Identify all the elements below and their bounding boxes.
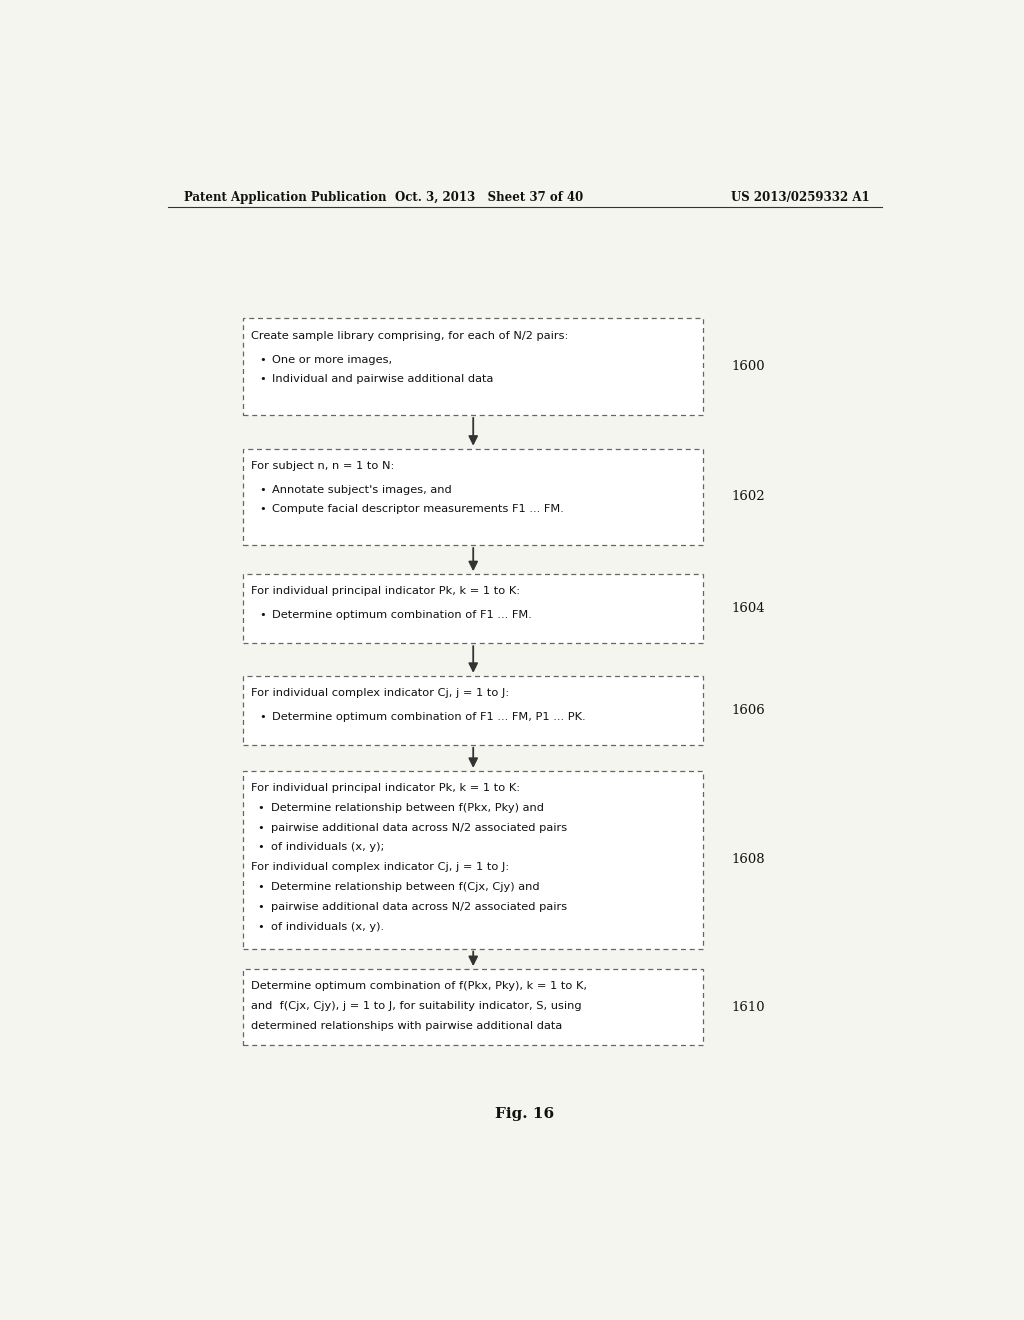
Text: 1600: 1600: [731, 360, 765, 374]
Text: •: •: [259, 504, 265, 515]
Text: Annotate subject's images, and: Annotate subject's images, and: [272, 484, 453, 495]
Text: For subject n, n = 1 to N:: For subject n, n = 1 to N:: [251, 461, 394, 471]
Text: •: •: [257, 902, 264, 912]
Text: One or more images,: One or more images,: [272, 355, 392, 364]
Text: For individual complex indicator Cj, j = 1 to J:: For individual complex indicator Cj, j =…: [251, 688, 509, 698]
Text: 1610: 1610: [731, 1001, 765, 1014]
Text: •: •: [259, 711, 265, 722]
Text: of individuals (x, y).: of individuals (x, y).: [270, 921, 384, 932]
Text: 1604: 1604: [731, 602, 765, 615]
Text: pairwise additional data across N/2 associated pairs: pairwise additional data across N/2 asso…: [270, 822, 567, 833]
Text: •: •: [259, 375, 265, 384]
Text: •: •: [257, 842, 264, 853]
Text: •: •: [259, 484, 265, 495]
Text: Compute facial descriptor measurements F1 ... FM.: Compute facial descriptor measurements F…: [272, 504, 564, 515]
Text: •: •: [257, 882, 264, 892]
Text: US 2013/0259332 A1: US 2013/0259332 A1: [731, 190, 870, 203]
Bar: [243, 574, 703, 643]
Text: 1602: 1602: [731, 490, 765, 503]
Text: For individual complex indicator Cj, j = 1 to J:: For individual complex indicator Cj, j =…: [251, 862, 509, 873]
Text: Determine optimum combination of F1 ... FM.: Determine optimum combination of F1 ... …: [272, 610, 532, 620]
Text: 1608: 1608: [731, 853, 765, 866]
Text: Individual and pairwise additional data: Individual and pairwise additional data: [272, 375, 494, 384]
Text: •: •: [259, 355, 265, 364]
Bar: [243, 969, 703, 1045]
Text: Determine relationship between f(Pkx, Pky) and: Determine relationship between f(Pkx, Pk…: [270, 803, 544, 813]
Text: •: •: [257, 921, 264, 932]
Text: Determine relationship between f(Cjx, Cjy) and: Determine relationship between f(Cjx, Cj…: [270, 882, 540, 892]
Text: Fig. 16: Fig. 16: [496, 1106, 554, 1121]
Text: Determine optimum combination of f(Pkx, Pky), k = 1 to K,: Determine optimum combination of f(Pkx, …: [251, 981, 587, 991]
Text: For individual principal indicator Pk, k = 1 to K:: For individual principal indicator Pk, k…: [251, 783, 520, 793]
Text: Patent Application Publication: Patent Application Publication: [183, 190, 386, 203]
Text: and  f(Cjx, Cjy), j = 1 to J, for suitability indicator, S, using: and f(Cjx, Cjy), j = 1 to J, for suitabi…: [251, 1001, 582, 1011]
Text: 1606: 1606: [731, 704, 765, 717]
Text: •: •: [257, 803, 264, 813]
Text: Determine optimum combination of F1 ... FM, P1 ... PK.: Determine optimum combination of F1 ... …: [272, 711, 586, 722]
Bar: [243, 449, 703, 545]
Text: pairwise additional data across N/2 associated pairs: pairwise additional data across N/2 asso…: [270, 902, 567, 912]
Text: •: •: [257, 822, 264, 833]
Text: •: •: [259, 610, 265, 620]
Text: Create sample library comprising, for each of N/2 pairs:: Create sample library comprising, for ea…: [251, 331, 568, 341]
Text: of individuals (x, y);: of individuals (x, y);: [270, 842, 384, 853]
Bar: [243, 318, 703, 414]
Text: determined relationships with pairwise additional data: determined relationships with pairwise a…: [251, 1020, 562, 1031]
Bar: [243, 771, 703, 949]
Text: Oct. 3, 2013   Sheet 37 of 40: Oct. 3, 2013 Sheet 37 of 40: [395, 190, 584, 203]
Bar: [243, 676, 703, 744]
Text: For individual principal indicator Pk, k = 1 to K:: For individual principal indicator Pk, k…: [251, 586, 520, 597]
